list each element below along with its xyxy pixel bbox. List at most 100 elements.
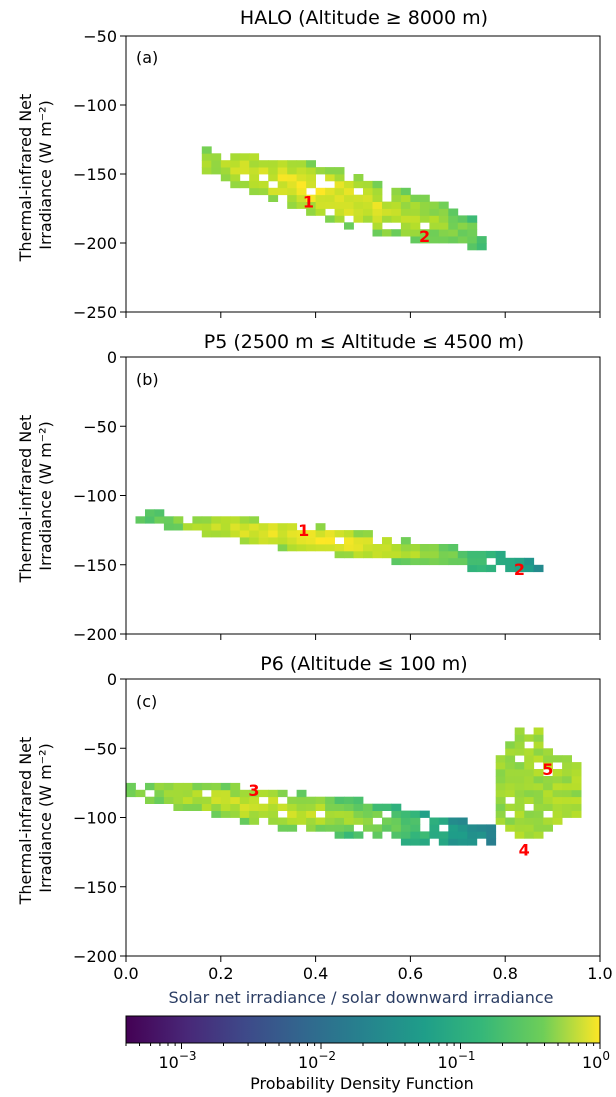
- heatmap-cell: [552, 776, 563, 784]
- heatmap-cell: [315, 530, 326, 538]
- heatmap-cell: [495, 762, 506, 770]
- heatmap-cell: [296, 537, 307, 545]
- heatmap-cell: [268, 537, 279, 545]
- heatmap-cell: [239, 810, 250, 818]
- x-tick-label: 0.2: [208, 964, 233, 983]
- colorbar-ticks: 10−3 10−2 10−1 100: [125, 1043, 610, 1072]
- heatmap-cell: [201, 146, 212, 154]
- heatmap-cell: [438, 215, 449, 223]
- heatmap-cell: [363, 530, 373, 538]
- heatmap-cell: [391, 208, 402, 216]
- heatmap-cell: [429, 229, 440, 237]
- heatmap-cell: [287, 187, 298, 196]
- heatmap-cell: [268, 803, 279, 811]
- heatmap-cell: [344, 796, 354, 804]
- colorbar-label: Probability Density Function: [250, 1074, 474, 1093]
- heatmap-cell: [201, 803, 212, 811]
- heatmap-cell: [277, 530, 288, 538]
- heatmap-cell: [306, 167, 316, 175]
- colorbar-tick-label: 10−3: [158, 1049, 196, 1072]
- heatmap-cell: [448, 208, 459, 216]
- y-tick-label: −200: [73, 625, 117, 644]
- heatmap-cell: [391, 803, 402, 811]
- heatmap-cell: [334, 796, 345, 804]
- heatmap-cell: [419, 229, 430, 237]
- heatmap-cell: [410, 229, 421, 237]
- heatmap-cell: [344, 194, 354, 202]
- heatmap-cell: [448, 831, 459, 839]
- heatmap-cell: [514, 796, 525, 804]
- heatmap-cell: [391, 817, 402, 825]
- heatmap-cell: [287, 796, 298, 804]
- panel-b-point-labels: 12: [298, 521, 525, 579]
- x-tick-label: 0.0: [113, 964, 138, 983]
- heatmap-cell: [448, 215, 459, 223]
- heatmap-cell: [476, 550, 487, 559]
- heatmap-cell: [287, 537, 298, 545]
- heatmap-cell: [258, 180, 269, 189]
- heatmap-cell: [277, 537, 288, 545]
- heatmap-cell: [438, 229, 449, 237]
- heatmap-cell: [296, 194, 307, 202]
- heatmap-cell: [419, 208, 430, 216]
- heatmap-cell: [400, 824, 411, 832]
- heatmap-cell: [419, 194, 430, 202]
- heatmap-cell: [543, 817, 553, 825]
- heatmap-cell: [382, 215, 392, 223]
- heatmap-cell: [533, 789, 544, 798]
- heatmap-cell: [353, 803, 364, 811]
- heatmap-cell: [400, 208, 411, 216]
- heatmap-cell: [543, 755, 553, 763]
- heatmap-cell: [296, 803, 307, 811]
- point-label-3: 3: [248, 781, 259, 800]
- heatmap-cell: [410, 838, 421, 846]
- heatmap-cell: [505, 564, 516, 573]
- heatmap-cell: [562, 803, 572, 811]
- heatmap-cell: [334, 803, 345, 811]
- heatmap-cell: [552, 782, 563, 791]
- panel-c-ylabel-line1: Thermal-infrared Net: [16, 737, 35, 906]
- x-axis-label: Solar net irradiance / solar downward ir…: [168, 988, 553, 1007]
- heatmap-cell: [419, 550, 430, 559]
- heatmap-cell: [514, 727, 525, 735]
- heatmap-cell: [514, 734, 525, 742]
- heatmap-cell: [173, 782, 184, 791]
- heatmap-cell: [277, 803, 288, 811]
- heatmap-cell: [382, 817, 392, 825]
- heatmap-cell: [391, 201, 402, 209]
- heatmap-cell: [145, 796, 155, 804]
- heatmap-cell: [334, 180, 345, 189]
- heatmap-cell: [382, 550, 392, 559]
- colorbar-gradient: [125, 1015, 601, 1044]
- y-tick-label: −150: [73, 556, 117, 575]
- y-tick-label: 0: [107, 670, 117, 689]
- heatmap-cell: [306, 180, 316, 189]
- heatmap-cell: [306, 537, 316, 545]
- heatmap-cell: [287, 817, 298, 825]
- heatmap-cell: [296, 174, 307, 182]
- heatmap-cell: [296, 544, 307, 552]
- heatmap-cell: [353, 180, 364, 189]
- heatmap-cell: [571, 776, 582, 784]
- heatmap-cell: [486, 831, 497, 839]
- heatmap-cell: [211, 523, 222, 531]
- heatmap-cell: [315, 824, 326, 832]
- panel-c-yticks: 0 −50 −100 −150 −200: [73, 670, 126, 966]
- heatmap-cell: [514, 769, 525, 777]
- heatmap-cell: [258, 523, 269, 531]
- heatmap-cell: [334, 810, 345, 818]
- heatmap-cell: [505, 782, 516, 791]
- heatmap-cell: [495, 557, 506, 566]
- heatmap-cell: [211, 803, 222, 811]
- heatmap-cell: [249, 160, 260, 168]
- y-tick-label: −200: [73, 234, 117, 253]
- heatmap-cell: [287, 523, 298, 531]
- heatmap-cell: [524, 776, 535, 784]
- heatmap-cell: [353, 831, 364, 839]
- heatmap-cell: [400, 557, 411, 566]
- heatmap-cell: [182, 523, 193, 531]
- heatmap-cell: [325, 810, 335, 818]
- heatmap-cell: [372, 187, 383, 196]
- heatmap-cell: [239, 523, 250, 531]
- heatmap-cell: [296, 796, 307, 804]
